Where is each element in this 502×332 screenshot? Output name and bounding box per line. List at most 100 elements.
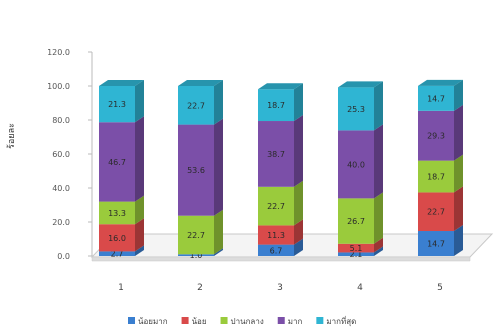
data-label: 46.7 bbox=[108, 158, 126, 167]
y-tick-label: 100.0 bbox=[47, 82, 70, 91]
bar-segment bbox=[99, 86, 135, 123]
bar-segment-side bbox=[374, 192, 383, 244]
data-label: 2.7 bbox=[111, 250, 124, 259]
data-label: 1.0 bbox=[190, 251, 203, 260]
x-tick-label: 3 bbox=[277, 283, 283, 293]
bar-segment-side bbox=[294, 180, 303, 226]
x-tick-label: 4 bbox=[357, 283, 363, 293]
data-label: 5.1 bbox=[350, 244, 363, 253]
bar-segment bbox=[258, 89, 294, 122]
bar-segment-side bbox=[374, 237, 383, 253]
y-tick-label: 40.0 bbox=[52, 184, 70, 193]
bar-top-face bbox=[338, 81, 383, 88]
data-label: 22.7 bbox=[267, 202, 285, 211]
data-label: 38.7 bbox=[267, 150, 285, 159]
bar-segment bbox=[178, 86, 214, 125]
bar-top-face bbox=[99, 80, 144, 86]
data-label: 21.3 bbox=[108, 100, 126, 109]
bar-segment-side bbox=[294, 238, 303, 256]
bar-segment-side bbox=[454, 79, 463, 111]
data-label: 16.0 bbox=[108, 234, 126, 243]
data-label: 18.7 bbox=[427, 173, 445, 182]
data-label: 18.7 bbox=[267, 101, 285, 110]
legend-label: มาก bbox=[288, 317, 303, 326]
data-label: 11.3 bbox=[267, 231, 285, 240]
bar-segment-side bbox=[374, 81, 383, 131]
data-label: 29.3 bbox=[427, 132, 445, 141]
y-tick-label: 120.0 bbox=[47, 48, 70, 57]
data-label: 22.7 bbox=[187, 231, 205, 240]
bar-segment-side bbox=[454, 104, 463, 161]
y-tick-label: 20.0 bbox=[52, 218, 70, 227]
legend-label: มากที่สุด bbox=[326, 315, 356, 326]
data-label: 2.1 bbox=[350, 250, 363, 259]
legend: น้อยมาก น้อย ปานกลาง มาก มากที่สุด bbox=[128, 315, 356, 326]
bar-segment bbox=[99, 251, 135, 256]
bar-top-face bbox=[258, 83, 303, 90]
bar-segment-side bbox=[454, 154, 463, 193]
data-label: 22.7 bbox=[187, 101, 205, 110]
bar-segment bbox=[178, 254, 214, 256]
bar-segment-side bbox=[135, 80, 144, 123]
x-tick-label: 2 bbox=[197, 283, 203, 293]
bar-segment bbox=[418, 231, 454, 256]
bar-segment-side bbox=[294, 83, 303, 122]
bar-top-face bbox=[418, 79, 463, 86]
data-label: 40.0 bbox=[347, 160, 365, 169]
bar-segment-side bbox=[135, 195, 144, 225]
bar-segment bbox=[338, 87, 374, 131]
bar-segment bbox=[178, 215, 214, 255]
bar-segment-side bbox=[214, 248, 223, 256]
bar-segment bbox=[99, 224, 135, 252]
bar-segment-side bbox=[454, 186, 463, 232]
bar-segment-side bbox=[214, 209, 223, 255]
bar-segment-side bbox=[135, 116, 144, 202]
x-axis-labels: 1 2 3 4 5 bbox=[118, 283, 443, 293]
data-label: 14.7 bbox=[427, 94, 445, 103]
x-tick-label: 1 bbox=[118, 283, 124, 293]
data-label: 25.3 bbox=[347, 105, 365, 114]
bar-segment bbox=[99, 122, 135, 202]
legend-swatch bbox=[181, 317, 189, 324]
legend-swatch bbox=[316, 317, 324, 324]
y-tick-label: 80.0 bbox=[52, 116, 70, 125]
data-label: 13.3 bbox=[108, 209, 126, 218]
bar-segment bbox=[258, 244, 294, 256]
bar-segment-side bbox=[294, 219, 303, 245]
legend-swatch bbox=[128, 317, 135, 324]
bar-segment bbox=[338, 130, 374, 199]
bars: 2.7 16.0 13.3 46.7 21.3 1.0 22.7 53.6 22.7 6.7 11.… bbox=[99, 79, 463, 260]
bar-segment bbox=[178, 124, 214, 216]
legend-swatch bbox=[220, 317, 228, 324]
bar-segment-side bbox=[135, 245, 144, 256]
legend-label: น้อยมาก bbox=[138, 317, 168, 326]
bar-segment bbox=[258, 225, 294, 245]
bar-segment-side bbox=[454, 225, 463, 256]
legend-label: ปานกลาง bbox=[231, 317, 264, 326]
bar-segment bbox=[258, 121, 294, 187]
bar-segment bbox=[418, 160, 454, 193]
bar-segment bbox=[338, 252, 374, 256]
bar-segment-side bbox=[374, 124, 383, 199]
bar-segment bbox=[418, 192, 454, 232]
data-label: 26.7 bbox=[347, 217, 365, 226]
floor-edge bbox=[91, 256, 471, 262]
bar-segment bbox=[258, 186, 294, 226]
bar-segment bbox=[418, 110, 454, 161]
data-label: 14.7 bbox=[427, 240, 445, 249]
y-tick-label: 0.0 bbox=[57, 252, 70, 261]
bar-top-face bbox=[178, 80, 223, 86]
bar-segment-side bbox=[135, 218, 144, 252]
bar-segment-side bbox=[374, 246, 383, 256]
y-axis: 0.0 20.0 40.0 60.0 80.0 100.0 120.0 bbox=[47, 48, 93, 261]
legend-label: น้อย bbox=[192, 317, 207, 326]
y-axis-label: ร้อยละ bbox=[6, 123, 17, 149]
x-tick-label: 5 bbox=[437, 283, 443, 293]
data-label: 22.7 bbox=[427, 208, 445, 217]
y-tick-label: 60.0 bbox=[52, 150, 70, 159]
bar-segment-side bbox=[294, 115, 303, 187]
bar-segment-side bbox=[214, 118, 223, 216]
bar-segment bbox=[338, 243, 374, 253]
bar-segment bbox=[418, 85, 454, 111]
